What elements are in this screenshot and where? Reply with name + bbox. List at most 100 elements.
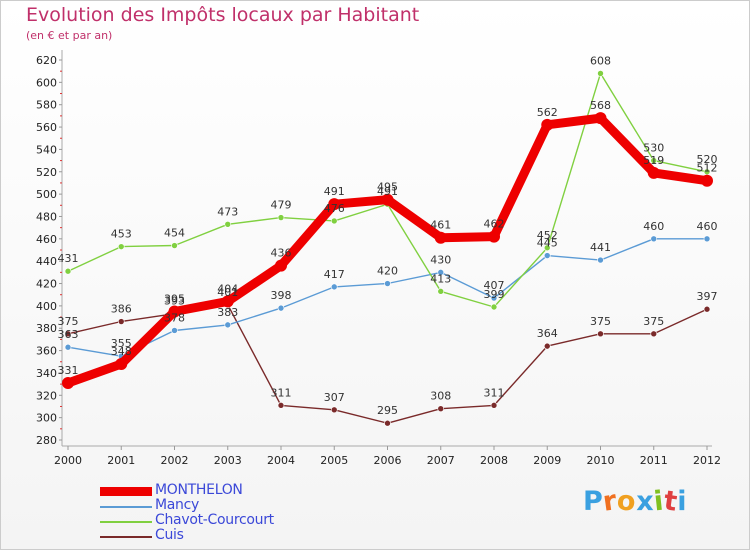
data-point xyxy=(62,377,74,389)
data-label: 519 xyxy=(643,154,664,167)
data-label: 530 xyxy=(643,142,664,155)
data-label: 375 xyxy=(58,315,79,328)
y-tick-label: 300 xyxy=(36,412,57,425)
y-tick-label: 560 xyxy=(36,121,57,134)
data-label: 375 xyxy=(590,315,611,328)
x-tick-label: 2012 xyxy=(693,454,721,467)
y-tick-label: 580 xyxy=(36,99,57,112)
data-label: 476 xyxy=(324,202,345,215)
data-point xyxy=(647,166,660,179)
x-tick-label: 2011 xyxy=(640,454,668,467)
data-point xyxy=(171,327,178,334)
data-label: 441 xyxy=(590,241,611,254)
y-tick-label: 620 xyxy=(36,54,57,67)
data-label: 348 xyxy=(111,345,132,358)
data-label: 404 xyxy=(217,282,238,295)
y-tick-label: 360 xyxy=(36,345,57,358)
data-label: 331 xyxy=(58,364,79,377)
legend-label: MONTHELON xyxy=(155,482,243,498)
data-point xyxy=(224,321,232,329)
data-point xyxy=(384,280,391,287)
y-tick-label: 600 xyxy=(36,76,57,89)
data-point xyxy=(437,405,445,413)
data-point xyxy=(543,244,551,252)
x-tick-label: 2003 xyxy=(214,454,242,467)
y-tick-label: 500 xyxy=(36,188,57,201)
data-point xyxy=(541,118,554,131)
y-tick-label: 380 xyxy=(36,322,57,335)
chart-title: Evolution des Impôts locaux par Habitant xyxy=(26,4,420,26)
legend-swatch xyxy=(100,487,152,496)
data-point xyxy=(168,305,181,318)
data-label: 364 xyxy=(537,327,558,340)
proxiti-logo: Proxiti xyxy=(583,485,688,518)
legend-label: Chavot-Courcourt xyxy=(155,512,274,528)
data-label: 460 xyxy=(697,220,718,233)
x-tick-label: 2010 xyxy=(587,454,615,467)
x-tick-label: 2007 xyxy=(427,454,455,467)
data-label: 568 xyxy=(590,99,611,112)
data-point xyxy=(543,252,551,259)
y-tick-label: 320 xyxy=(36,389,57,402)
data-label: 453 xyxy=(111,228,132,241)
data-point xyxy=(64,330,72,338)
data-point xyxy=(275,259,287,272)
data-point xyxy=(488,230,500,243)
data-point xyxy=(597,256,604,264)
data-point xyxy=(330,283,338,291)
data-label: 407 xyxy=(484,279,505,292)
data-label: 495 xyxy=(377,181,398,194)
data-label: 462 xyxy=(484,218,505,231)
data-label: 398 xyxy=(271,289,292,302)
data-point xyxy=(543,342,551,350)
data-label: 562 xyxy=(537,106,558,119)
data-label: 512 xyxy=(697,162,718,175)
data-point xyxy=(221,295,234,308)
x-tick-label: 2001 xyxy=(107,454,135,467)
data-label: 608 xyxy=(590,54,611,67)
data-label: 452 xyxy=(537,229,558,242)
legend-label: Cuis xyxy=(155,527,184,543)
data-point xyxy=(330,217,338,225)
data-point xyxy=(594,112,607,125)
data-label: 479 xyxy=(271,199,292,212)
legend-swatch xyxy=(100,506,152,508)
y-tick-label: 420 xyxy=(36,278,57,291)
data-label: 378 xyxy=(164,311,185,324)
data-label: 473 xyxy=(217,205,238,218)
y-tick-label: 460 xyxy=(36,233,57,246)
legend-swatch xyxy=(100,536,152,538)
data-point xyxy=(490,402,498,409)
data-point xyxy=(328,198,341,211)
data-point xyxy=(597,330,604,338)
y-tick-label: 540 xyxy=(36,143,57,156)
x-tick-label: 2008 xyxy=(480,454,508,467)
data-label: 431 xyxy=(58,252,79,265)
data-label: 311 xyxy=(271,386,292,399)
y-tick-label: 480 xyxy=(36,210,57,223)
y-tick-label: 520 xyxy=(36,166,57,179)
data-point xyxy=(277,304,285,312)
y-tick-label: 440 xyxy=(36,255,57,268)
data-label: 417 xyxy=(324,268,345,281)
data-point xyxy=(117,318,125,325)
data-label: 393 xyxy=(164,295,185,308)
data-point xyxy=(384,419,391,427)
data-point xyxy=(490,294,498,302)
data-label: 445 xyxy=(537,237,558,250)
data-label: 355 xyxy=(111,337,132,350)
data-label: 436 xyxy=(271,247,292,260)
data-label: 386 xyxy=(111,303,132,316)
data-point xyxy=(434,231,447,244)
data-label: 395 xyxy=(164,292,185,305)
data-point xyxy=(490,303,498,311)
data-point xyxy=(115,358,128,370)
data-label: 430 xyxy=(430,253,451,266)
y-tick-label: 400 xyxy=(36,300,57,313)
data-label: 460 xyxy=(643,220,664,233)
data-label: 491 xyxy=(324,185,345,198)
data-label: 307 xyxy=(324,391,345,404)
data-point xyxy=(437,269,445,276)
